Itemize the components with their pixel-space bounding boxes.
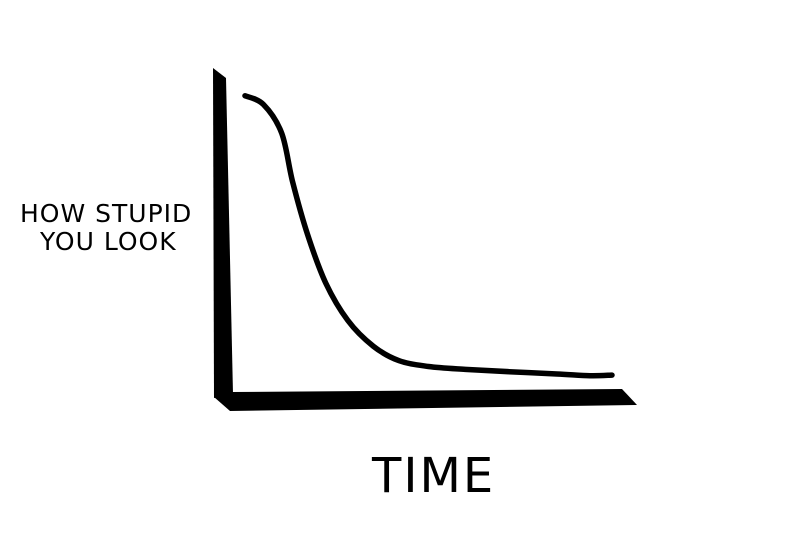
x-axis bbox=[214, 389, 637, 411]
series-line bbox=[242, 93, 615, 379]
y-axis-label-line-2: YOU LOOK bbox=[39, 227, 177, 256]
axes bbox=[213, 68, 637, 411]
y-axis-label-line-1: HOW STUPID bbox=[20, 199, 192, 228]
y-axis bbox=[213, 68, 233, 398]
x-axis-label: TIME bbox=[371, 448, 495, 504]
